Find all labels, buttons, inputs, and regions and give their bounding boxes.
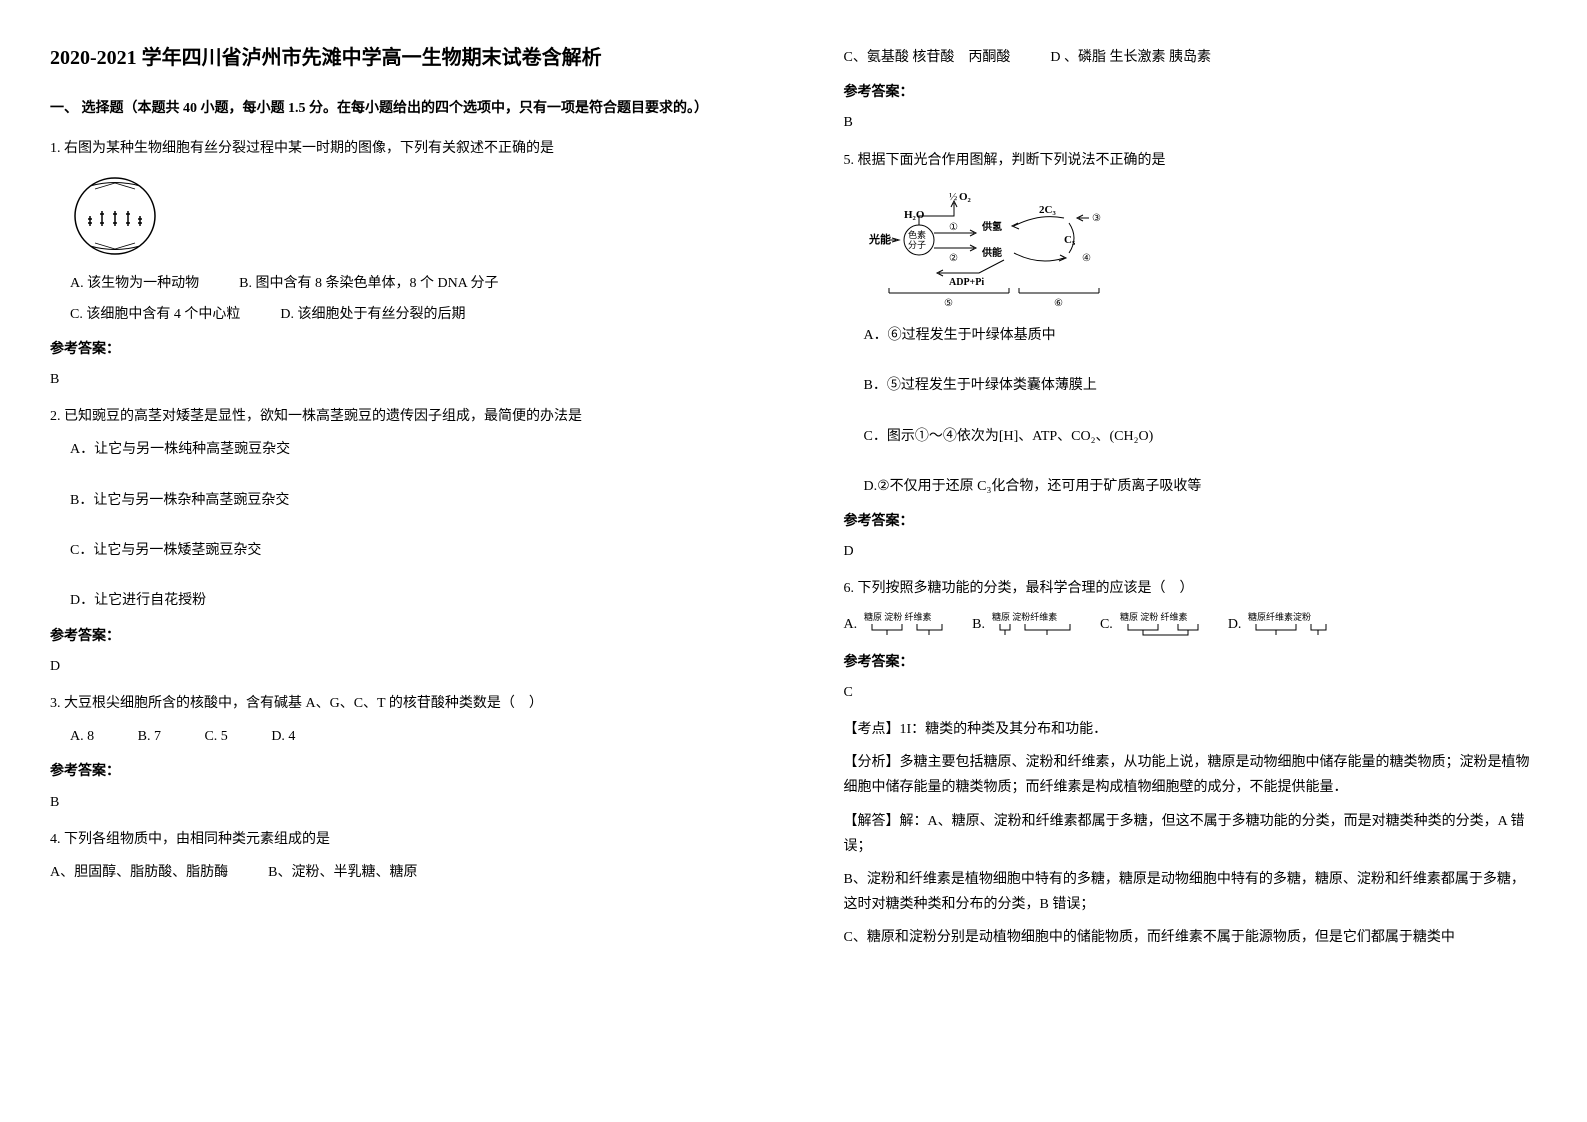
pigment-label1: 色素 bbox=[908, 229, 926, 240]
supply-energy: 供能 bbox=[981, 246, 1002, 259]
sugar-diagram-a: 糖原 淀粉 纤维素 bbox=[862, 610, 952, 640]
q2-text: 2. 已知豌豆的高茎对矮茎是显性，欲知一株高茎豌豆的遗传因子组成，最简便的办法是 bbox=[50, 404, 744, 429]
question-5: 5. 根据下面光合作用图解，判断下列说法不正确的是 H₂O 光能 色素 分子 ½… bbox=[844, 148, 1538, 565]
sugar-diagram-c: 糖原 淀粉 纤维素 bbox=[1118, 610, 1208, 640]
section-1-header: 一、 选择题（本题共 40 小题，每小题 1.5 分。在每小题给出的四个选项中，… bbox=[50, 96, 744, 121]
q5-opt-c: C．图示①～④依次为[H]、ATP、CO₂、(CH₂O) bbox=[864, 424, 1538, 449]
question-2: 2. 已知豌豆的高茎对矮茎是显性，欲知一株高茎豌豆的遗传因子组成，最简便的办法是… bbox=[50, 404, 744, 679]
q5-opt-a: A．⑥过程发生于叶绿体基质中 bbox=[864, 323, 1538, 348]
q3-text: 3. 大豆根尖细胞所含的核酸中，含有碱基 A、G、C、T 的核苷酸种类数是（ ） bbox=[50, 691, 744, 716]
o2-fraction: ½ bbox=[949, 191, 957, 203]
q3-opt-c: C. 5 bbox=[204, 729, 227, 744]
q1-text: 1. 右图为某种生物细胞有丝分裂过程中某一时期的图像，下列有关叙述不正确的是 bbox=[50, 136, 744, 161]
supply-h: 供氢 bbox=[981, 220, 1002, 233]
q6-answer: C bbox=[844, 680, 1538, 705]
q5-options: A．⑥过程发生于叶绿体基质中 B．⑤过程发生于叶绿体类囊体薄膜上 C．图示①～④… bbox=[844, 323, 1538, 499]
c5-label: C₅ bbox=[1064, 234, 1076, 246]
q4-opt-b: B、淀粉、半乳糖、糖原 bbox=[268, 860, 417, 885]
q5-answer: D bbox=[844, 539, 1538, 564]
q3-answer-label: 参考答案： bbox=[50, 759, 744, 784]
cell-division-diagram bbox=[70, 171, 160, 261]
q6-analysis-4: B、淀粉和纤维素是植物细胞中特有的多糖，糖原是动物细胞中特有的多糖，糖原、淀粉和… bbox=[844, 867, 1538, 917]
q1-opt-b: B. 图中含有 8 条染色单体，8 个 DNA 分子 bbox=[239, 271, 498, 296]
q4-options-row1: A、胆固醇、脂肪酸、脂肪酶 B、淀粉、半乳糖、糖原 bbox=[50, 860, 744, 885]
sugar-diagram-d: 糖原纤维素淀粉 bbox=[1246, 610, 1336, 640]
q6-opt-d-group: D. 糖原纤维素淀粉 bbox=[1228, 610, 1337, 640]
q6-opt-a: A. bbox=[844, 612, 858, 637]
q5-text: 5. 根据下面光合作用图解，判断下列说法不正确的是 bbox=[844, 148, 1538, 173]
q5-answer-label: 参考答案： bbox=[844, 509, 1538, 534]
right-column: C、氨基酸 核苷酸 丙酮酸 D 、磷脂 生长激素 胰岛素 参考答案： B 5. … bbox=[794, 0, 1587, 1122]
q6-opt-d: D. bbox=[1228, 612, 1242, 637]
circle-4: ④ bbox=[1082, 253, 1091, 264]
q3-opt-b: B. 7 bbox=[138, 729, 161, 744]
q4-opt-a: A、胆固醇、脂肪酸、脂肪酶 bbox=[50, 860, 228, 885]
q6-analysis-2: 【分析】多糖主要包括糖原、淀粉和纤维素，从功能上说，糖原是动物细胞中储存能量的糖… bbox=[844, 750, 1538, 800]
light-label: 光能 bbox=[868, 232, 891, 246]
h2o-label: H₂O bbox=[904, 209, 925, 221]
sugar-diagram-b: 糖原 淀粉纤维素 bbox=[990, 610, 1080, 640]
q6-opt-c-group: C. 糖原 淀粉 纤维素 bbox=[1100, 610, 1208, 640]
q5-opt-b: B．⑤过程发生于叶绿体类囊体薄膜上 bbox=[864, 373, 1538, 398]
q3-opt-a: A. 8 bbox=[70, 729, 94, 744]
c3-label: 2C₃ bbox=[1039, 204, 1056, 216]
q6-opt-b-group: B. 糖原 淀粉纤维素 bbox=[972, 610, 1080, 640]
q1-options-row1: A. 该生物为一种动物 B. 图中含有 8 条染色单体，8 个 DNA 分子 bbox=[50, 271, 744, 296]
q6-opt-c: C. bbox=[1100, 612, 1113, 637]
q2-options: A．让它与另一株纯种高茎豌豆杂交 B．让它与另一株杂种高茎豌豆杂交 C．让它与另… bbox=[50, 437, 744, 613]
q3-options: A. 8 B. 7 C. 5 D. 4 bbox=[50, 724, 744, 749]
exam-title: 2020-2021 学年四川省泸州市先滩中学高一生物期末试卷含解析 bbox=[50, 40, 744, 76]
q6-opt-b: B. bbox=[972, 612, 985, 637]
circle-1: ① bbox=[949, 222, 958, 233]
q2-answer: D bbox=[50, 654, 744, 679]
sugar-b-text: 糖原 淀粉纤维素 bbox=[992, 611, 1057, 622]
circle-5: ⑤ bbox=[944, 298, 953, 308]
q2-opt-c: C．让它与另一株矮茎豌豆杂交 bbox=[70, 538, 744, 563]
left-column: 2020-2021 学年四川省泸州市先滩中学高一生物期末试卷含解析 一、 选择题… bbox=[0, 0, 794, 1122]
sugar-c-text: 糖原 淀粉 纤维素 bbox=[1120, 611, 1188, 622]
adp-label: ADP+Pi bbox=[949, 277, 984, 288]
q6-analysis-1: 【考点】1I：糖类的种类及其分布和功能． bbox=[844, 717, 1538, 742]
question-6: 6. 下列按照多糖功能的分类，最科学合理的应该是（ ） A. 糖原 淀粉 纤维素… bbox=[844, 576, 1538, 950]
o2-label: O₂ bbox=[959, 191, 972, 203]
q4-answer-label: 参考答案： bbox=[844, 80, 1538, 105]
q1-answer: B bbox=[50, 367, 744, 392]
q2-answer-label: 参考答案： bbox=[50, 624, 744, 649]
photosynthesis-diagram: H₂O 光能 色素 分子 ½ O₂ ① 供氢 ② 供能 2C bbox=[864, 188, 1144, 308]
sugar-a-text: 糖原 淀粉 纤维素 bbox=[864, 611, 932, 622]
q3-answer: B bbox=[50, 790, 744, 815]
q3-opt-d: D. 4 bbox=[271, 729, 295, 744]
pigment-label2: 分子 bbox=[908, 240, 926, 250]
question-3: 3. 大豆根尖细胞所含的核酸中，含有碱基 A、G、C、T 的核苷酸种类数是（ ）… bbox=[50, 691, 744, 815]
question-4: 4. 下列各组物质中，由相同种类元素组成的是 A、胆固醇、脂肪酸、脂肪酶 B、淀… bbox=[50, 827, 744, 885]
q5-opt-d: D.②不仅用于还原 C₃化合物，还可用于矿质离子吸收等 bbox=[864, 474, 1538, 499]
q1-options-row2: C. 该细胞中含有 4 个中心粒 D. 该细胞处于有丝分裂的后期 bbox=[50, 302, 744, 327]
circle-3: ③ bbox=[1092, 213, 1101, 224]
q6-text: 6. 下列按照多糖功能的分类，最科学合理的应该是（ ） bbox=[844, 576, 1538, 601]
q2-opt-a: A．让它与另一株纯种高茎豌豆杂交 bbox=[70, 437, 744, 462]
q6-opt-a-group: A. 糖原 淀粉 纤维素 bbox=[844, 610, 953, 640]
q1-answer-label: 参考答案： bbox=[50, 337, 744, 362]
circle-2: ② bbox=[949, 253, 958, 264]
q1-opt-d: D. 该细胞处于有丝分裂的后期 bbox=[280, 302, 465, 327]
q2-opt-d: D．让它进行自花授粉 bbox=[70, 588, 744, 613]
sugar-d-text: 糖原纤维素淀粉 bbox=[1248, 611, 1311, 622]
circle-6: ⑥ bbox=[1054, 298, 1063, 308]
question-1: 1. 右图为某种生物细胞有丝分裂过程中某一时期的图像，下列有关叙述不正确的是 A… bbox=[50, 136, 744, 392]
q1-opt-a: A. 该生物为一种动物 bbox=[70, 271, 199, 296]
q4-opt-d: D 、磷脂 生长激素 胰岛素 bbox=[1050, 45, 1211, 70]
q4-text: 4. 下列各组物质中，由相同种类元素组成的是 bbox=[50, 827, 744, 852]
q6-analysis-5: C、糖原和淀粉分别是动植物细胞中的储能物质，而纤维素不属于能源物质，但是它们都属… bbox=[844, 925, 1538, 950]
q6-sugar-options: A. 糖原 淀粉 纤维素 B. 糖原 淀粉纤维素 C. 糖原 淀粉 纤维素 bbox=[844, 610, 1538, 640]
q4-options-row2: C、氨基酸 核苷酸 丙酮酸 D 、磷脂 生长激素 胰岛素 bbox=[844, 45, 1538, 70]
q1-opt-c: C. 该细胞中含有 4 个中心粒 bbox=[70, 302, 240, 327]
q6-answer-label: 参考答案： bbox=[844, 650, 1538, 675]
q4-answer: B bbox=[844, 110, 1538, 135]
q2-opt-b: B．让它与另一株杂种高茎豌豆杂交 bbox=[70, 488, 744, 513]
q6-analysis-3: 【解答】解：A、糖原、淀粉和纤维素都属于多糖，但这不属于多糖功能的分类，而是对糖… bbox=[844, 809, 1538, 859]
q4-opt-c: C、氨基酸 核苷酸 丙酮酸 bbox=[844, 45, 1011, 70]
